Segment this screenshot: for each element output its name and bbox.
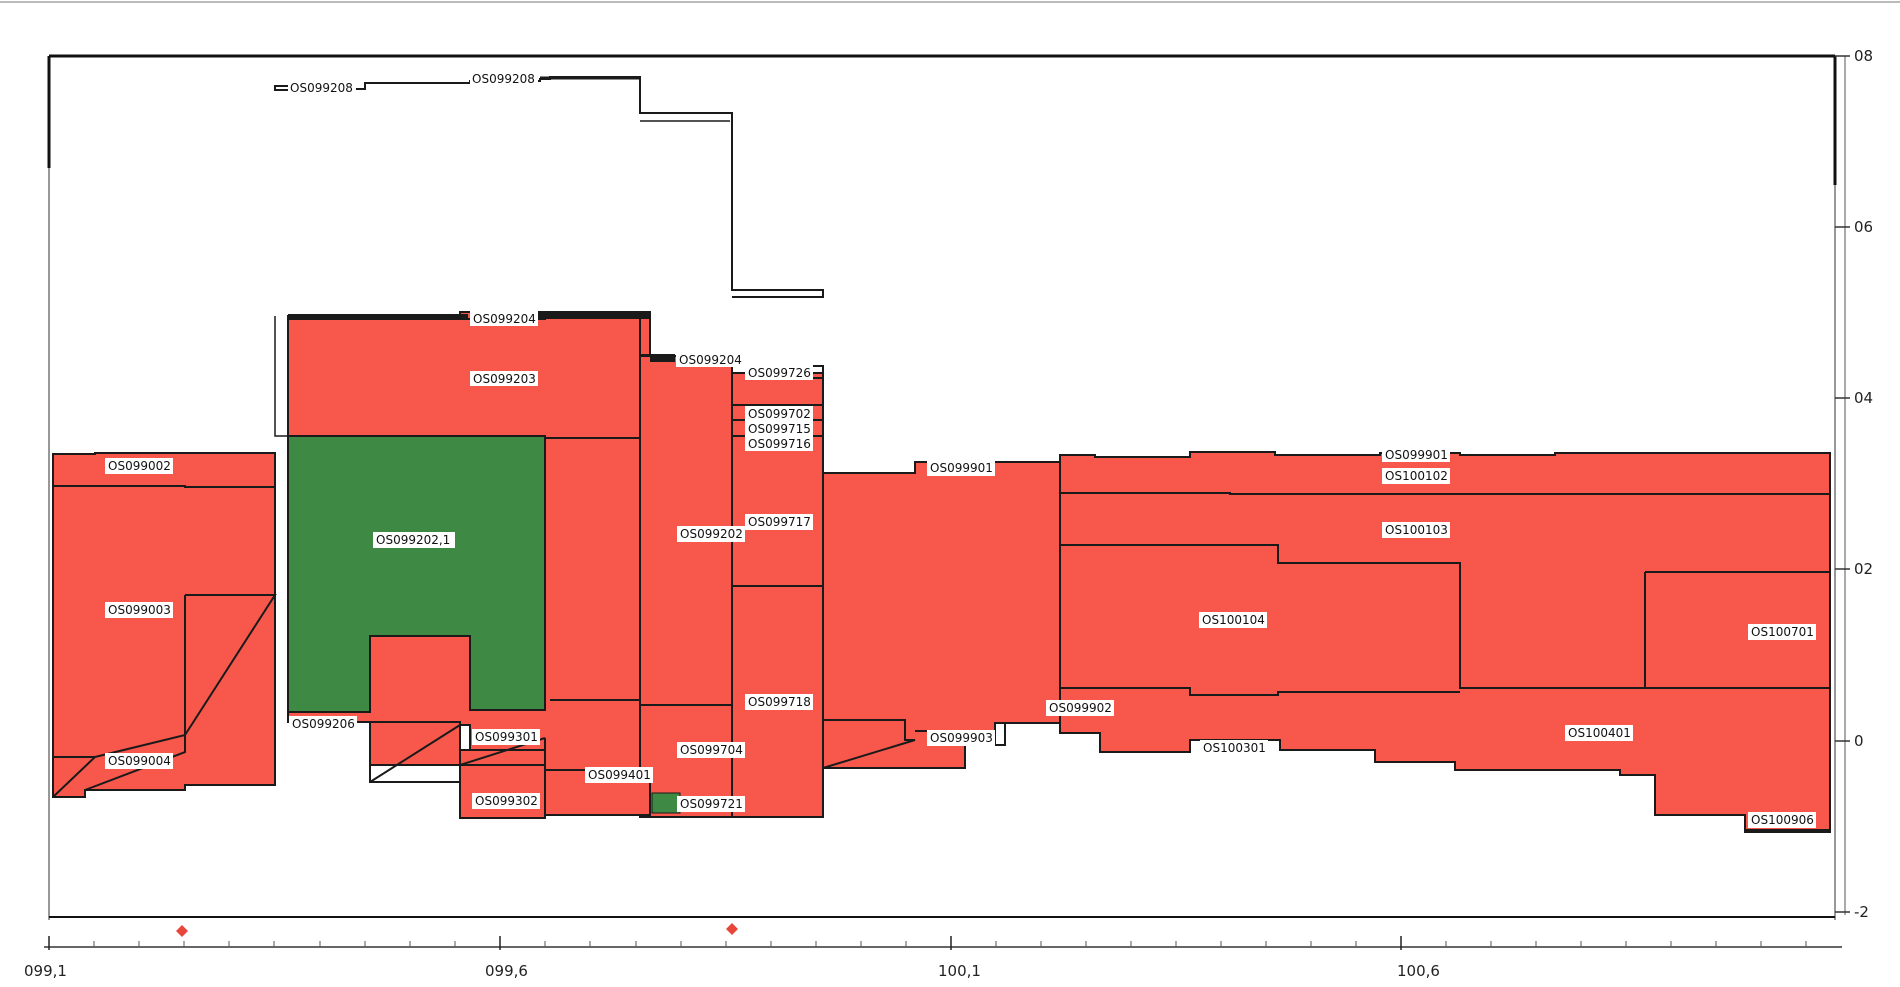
svg-text:OS099401: OS099401 (588, 768, 651, 782)
svg-text:OS099901: OS099901 (1385, 448, 1448, 462)
svg-text:OS100906: OS100906 (1751, 813, 1814, 827)
y-tick-label: -2 (1854, 903, 1869, 921)
region-label: OS099903 (927, 730, 995, 746)
plot-frame (44, 54, 1846, 948)
svg-text:OS099302: OS099302 (475, 794, 538, 808)
svg-text:OS099715: OS099715 (748, 422, 811, 436)
svg-text:OS099203: OS099203 (473, 372, 536, 386)
region-label: OS099301 (472, 729, 540, 745)
svg-text:OS099004: OS099004 (108, 754, 171, 768)
y-axis-ticks (1835, 55, 1850, 913)
region-label: OS099717 (745, 514, 813, 530)
region-label: OS099901 (927, 460, 995, 476)
svg-text:OS099208: OS099208 (472, 72, 535, 86)
region-label: OS100104 (1199, 612, 1267, 628)
svg-text:OS099717: OS099717 (748, 515, 811, 529)
x-tick-label: 099,1 (24, 962, 67, 980)
svg-text:OS100104: OS100104 (1202, 613, 1265, 627)
dark-top-bars (288, 312, 675, 362)
y-tick-label: 08 (1854, 47, 1873, 65)
region-label: OS099704 (677, 742, 745, 758)
y-tick-label: 06 (1854, 218, 1873, 236)
region-label: OS099204 (470, 311, 538, 326)
svg-text:OS099902: OS099902 (1049, 701, 1112, 715)
svg-text:OS099202: OS099202 (680, 527, 743, 541)
svg-text:OS099903: OS099903 (930, 731, 993, 745)
region-label: OS099204 (676, 352, 744, 367)
region-label: OS099715 (745, 421, 813, 436)
svg-text:OS099204: OS099204 (473, 312, 536, 326)
x-axis-minor-ticks (93, 941, 1807, 947)
svg-text:OS099704: OS099704 (680, 743, 743, 757)
region-label: OS099721 (677, 796, 745, 812)
region-label: OS099002 (105, 458, 173, 474)
marker-diamond (726, 923, 738, 935)
region-label: OS100103 (1382, 522, 1450, 538)
structure-lines (52, 319, 1831, 833)
x-tick-label: 099,6 (485, 962, 528, 980)
svg-text:OS099702: OS099702 (748, 407, 811, 421)
region-label: OS099203 (470, 371, 538, 386)
svg-text:OS099301: OS099301 (475, 730, 538, 744)
region-label: OS099726 (745, 365, 813, 380)
svg-text:OS100103: OS100103 (1385, 523, 1448, 537)
svg-text:OS100102: OS100102 (1385, 469, 1448, 483)
outline-726 (808, 365, 824, 379)
region-label: OS099202,1 (373, 532, 455, 548)
region-label: OS099302 (472, 793, 540, 809)
region-label: OS100401 (1565, 725, 1633, 741)
svg-text:OS099002: OS099002 (108, 459, 171, 473)
svg-text:OS099718: OS099718 (748, 695, 811, 709)
green-patch (651, 792, 681, 814)
svg-text:OS099202,1: OS099202,1 (376, 533, 450, 547)
region-labels: OS099208 OS099208 OS099204 OS099204 OS09… (105, 72, 1816, 828)
svg-text:OS100301: OS100301 (1203, 741, 1266, 755)
outline-top-left (274, 316, 288, 437)
x-tick-label: 100,6 (1397, 962, 1440, 980)
region-label: OS100301 (1200, 740, 1268, 756)
svg-text:OS099003: OS099003 (108, 603, 171, 617)
region-label: OS099208 (470, 72, 538, 86)
svg-text:OS100701: OS100701 (1751, 625, 1814, 639)
x-axis-major-ticks (48, 936, 1402, 950)
svg-text:OS099206: OS099206 (292, 717, 355, 731)
marker-diamond (176, 925, 188, 937)
svg-text:OS099208: OS099208 (290, 81, 353, 95)
svg-text:OS099204: OS099204 (679, 353, 742, 367)
region-label: OS099902 (1046, 700, 1114, 716)
x-tick-label: 100,1 (938, 962, 981, 980)
svg-text:OS099716: OS099716 (748, 437, 811, 451)
region-label: OS100701 (1748, 624, 1816, 640)
region-label: OS100906 (1748, 812, 1816, 828)
region-label: OS099718 (745, 694, 813, 710)
y-tick-label: 04 (1854, 389, 1873, 407)
region-label: OS099401 (585, 767, 653, 783)
region-label: OS100102 (1382, 468, 1450, 484)
region-label: OS099003 (105, 602, 173, 618)
y-tick-label: 0 (1854, 732, 1864, 750)
svg-text:OS099721: OS099721 (680, 797, 743, 811)
region-label: OS099716 (745, 436, 813, 451)
outline-profile-top (274, 76, 824, 298)
region-label: OS099208 (288, 81, 356, 95)
svg-text:OS099726: OS099726 (748, 366, 811, 380)
green-region (287, 435, 546, 713)
y-tick-label: 02 (1854, 560, 1873, 578)
region-label: OS099202 (677, 526, 745, 542)
region-label: OS099702 (745, 406, 813, 421)
region-label: OS099004 (105, 753, 173, 769)
region-label: OS099901 (1382, 448, 1450, 462)
svg-text:OS100401: OS100401 (1568, 726, 1631, 740)
svg-text:OS099901: OS099901 (930, 461, 993, 475)
region-label: OS099206 (289, 716, 357, 731)
